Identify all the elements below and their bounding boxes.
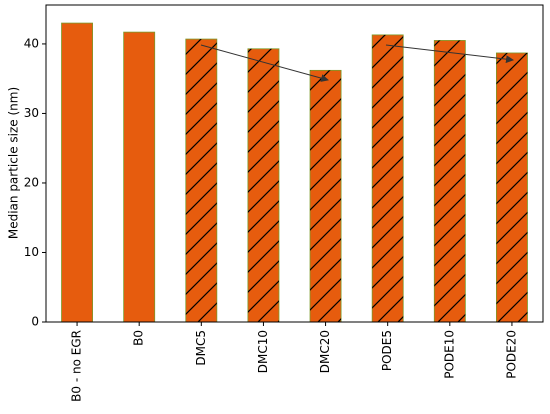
x-tick-label: B0 <box>132 330 146 346</box>
y-tick-label: 0 <box>31 315 39 329</box>
axes-frame <box>45 4 544 323</box>
x-tick-label: DMC5 <box>194 330 208 366</box>
bar <box>61 22 93 323</box>
x-tick-label: DMC10 <box>256 330 270 373</box>
x-tick-label: PODE20 <box>504 330 518 379</box>
bar <box>123 31 156 323</box>
x-tick-label: DMC20 <box>318 330 332 373</box>
bar-hatch <box>247 48 279 322</box>
y-tick-label: 30 <box>24 106 39 120</box>
y-tick-label: 40 <box>24 36 39 50</box>
bar-hatch <box>185 39 217 322</box>
bar-hatch <box>310 70 342 322</box>
x-tick-label: B0 - no EGR <box>70 330 84 402</box>
y-tick-label: 20 <box>24 175 39 189</box>
y-axis-label: Median particle size (nm) <box>7 87 21 239</box>
x-tick-label: PODE5 <box>380 330 394 371</box>
bar-hatch <box>434 40 466 322</box>
trend-arrow <box>385 44 514 64</box>
x-tick-label: PODE10 <box>442 330 456 379</box>
bar-hatch <box>496 52 528 323</box>
trend-arrow <box>200 44 329 82</box>
y-tick-label: 10 <box>24 245 39 259</box>
bar-hatch <box>372 34 404 322</box>
